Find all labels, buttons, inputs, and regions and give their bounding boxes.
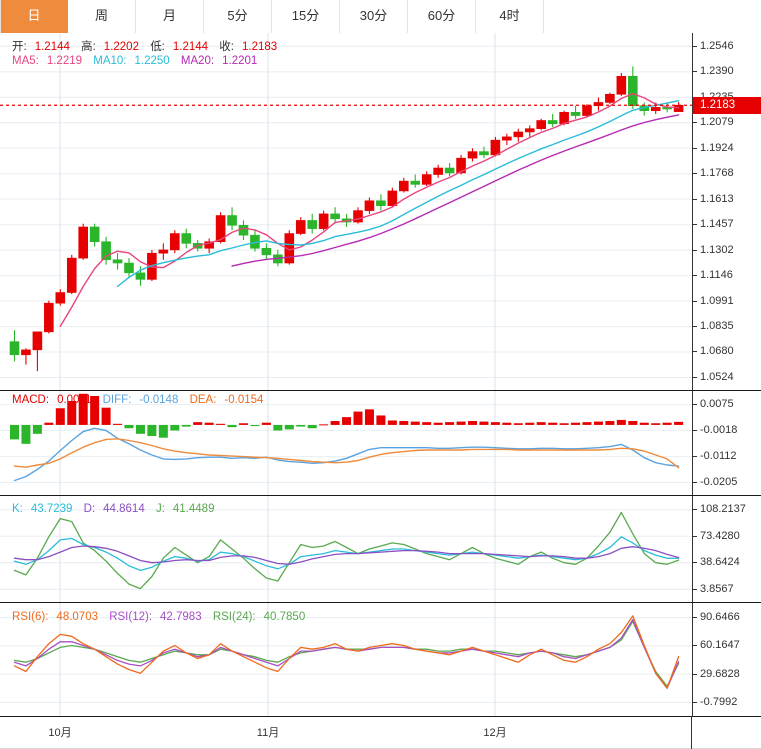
axis-tick: 1.0991 <box>693 295 734 307</box>
axis-tick: 73.4280 <box>693 530 740 542</box>
axis-tick: 1.0680 <box>693 345 734 357</box>
axis-tick: 29.6828 <box>693 668 740 680</box>
axis-tick: 90.6466 <box>693 611 740 623</box>
axis-tick: 108.2137 <box>693 503 746 515</box>
axis-tick: 1.2390 <box>693 65 734 77</box>
axis-tick: 1.1924 <box>693 142 734 154</box>
axis-tick: 1.0835 <box>693 320 734 332</box>
date-axis: 10月 11月 12月 <box>0 716 761 749</box>
axis-tick: -0.7992 <box>693 696 737 708</box>
axis-separator <box>691 716 692 749</box>
axis-tick: 1.1768 <box>693 167 734 179</box>
panel-divider-1 <box>0 390 761 391</box>
price-axis: 1.25461.23901.22351.20791.19241.17681.16… <box>692 33 761 390</box>
macd-plot-area[interactable] <box>0 391 692 495</box>
price-panel: 1.25461.23901.22351.20791.19241.17681.16… <box>0 33 761 390</box>
axis-tick: 1.0524 <box>693 371 734 383</box>
axis-tick: -0.0205 <box>693 476 737 488</box>
axis-tick: 1.2079 <box>693 116 734 128</box>
rsi-panel: 90.6466 60.1647 29.6828 -0.7992 <box>0 603 761 716</box>
tab-2[interactable]: 月 <box>136 0 204 33</box>
tab-0[interactable]: 日 <box>0 0 68 33</box>
date-tick-label: 10月 <box>48 727 72 739</box>
axis-tick: 1.1146 <box>693 269 733 281</box>
macd-panel: 0.0075 -0.0018 -0.0112 -0.0205 <box>0 391 761 495</box>
tab-4[interactable]: 15分 <box>272 0 340 33</box>
axis-tick: 1.1457 <box>693 218 734 230</box>
tab-6[interactable]: 60分 <box>408 0 476 33</box>
panel-divider-3 <box>0 602 761 603</box>
price-plot-area[interactable] <box>0 33 692 390</box>
rsi-axis: 90.6466 60.1647 29.6828 -0.7992 <box>692 603 761 716</box>
kdj-plot-area[interactable] <box>0 496 692 602</box>
kdj-panel: 108.2137 73.4280 38.6424 3.8567 <box>0 496 761 602</box>
axis-tick: -0.0018 <box>693 424 737 436</box>
rsi-plot-area[interactable] <box>0 603 692 716</box>
axis-tick: 0.0075 <box>693 398 734 410</box>
axis-tick: 1.1302 <box>693 244 734 256</box>
axis-tick: 3.8567 <box>693 583 734 595</box>
axis-tick: 60.1647 <box>693 639 740 651</box>
date-tick-label: 11月 <box>256 727 280 739</box>
tab-3[interactable]: 5分 <box>204 0 272 33</box>
tab-7[interactable]: 4时 <box>476 0 544 33</box>
kdj-axis: 108.2137 73.4280 38.6424 3.8567 <box>692 496 761 602</box>
panel-divider-4 <box>0 716 761 717</box>
tabbar-filler <box>544 0 761 33</box>
tab-5[interactable]: 30分 <box>340 0 408 33</box>
timeframe-tabbar[interactable]: 日周月 5分 15分 30分 60分 4时 <box>0 0 761 33</box>
macd-axis: 0.0075 -0.0018 -0.0112 -0.0205 <box>692 391 761 495</box>
current-price-badge: 1.2183 <box>693 96 761 114</box>
axis-tick: 1.1613 <box>693 193 734 205</box>
axis-tick: -0.0112 <box>693 450 737 462</box>
axis-tick: 1.2546 <box>693 40 734 52</box>
panel-divider-2 <box>0 495 761 496</box>
date-tick-label: 12月 <box>483 727 507 739</box>
axis-tick: 38.6424 <box>693 556 740 568</box>
tab-1[interactable]: 周 <box>68 0 136 33</box>
